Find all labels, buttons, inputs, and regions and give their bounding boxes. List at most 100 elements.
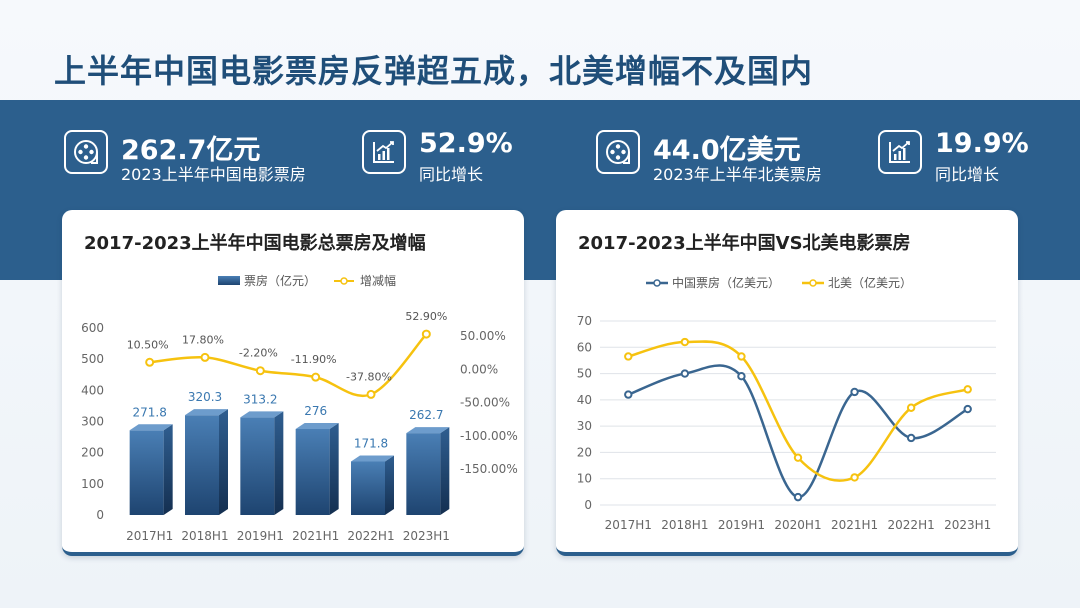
china-line-point bbox=[680, 369, 690, 378]
chart-title: 2017-2023上半年中国电影总票房及增幅 bbox=[84, 233, 426, 254]
growth-data-label: -2.20% bbox=[239, 347, 278, 360]
x-tick-label: 2023H1 bbox=[403, 529, 450, 543]
y-left-tick-label: 0 bbox=[96, 508, 104, 522]
growth-chart-icon bbox=[362, 130, 406, 174]
y-tick-label: 30 bbox=[577, 419, 592, 433]
bar-data-label: 320.3 bbox=[188, 390, 222, 404]
legend-item-china: 中国票房（亿美元） bbox=[672, 275, 780, 290]
x-tick-label: 2019H1 bbox=[237, 529, 284, 543]
kpi-label: 2023上半年中国电影票房 bbox=[121, 165, 306, 184]
chart-card-china: 2017-2023上半年中国电影总票房及增幅 票房（亿元） 增减幅 0 100 200 3… bbox=[62, 210, 524, 556]
kpi-value: 19.9% bbox=[935, 128, 1029, 159]
bar-side bbox=[440, 427, 450, 515]
bar bbox=[406, 433, 441, 515]
y-tick-label: 20 bbox=[577, 445, 592, 459]
bar-data-label: 276 bbox=[304, 404, 327, 418]
kpi-value: 52.9% bbox=[419, 128, 513, 159]
y-left-tick-label: 300 bbox=[81, 415, 104, 429]
y-tick-label: 60 bbox=[577, 340, 592, 354]
growth-point bbox=[255, 366, 265, 376]
y-tick-label: 70 bbox=[577, 314, 592, 328]
growth-point bbox=[421, 329, 431, 339]
legend-item-growth: 增减幅 bbox=[360, 273, 396, 288]
kpi-value: 262.7亿元 bbox=[121, 135, 261, 166]
kpi-value: 44.0亿美元 bbox=[653, 135, 801, 166]
page-title: 上半年中国电影票房反弹超五成，北美增幅不及国内 bbox=[54, 52, 814, 90]
china-line-point bbox=[850, 387, 859, 397]
x-tick-label: 2017H1 bbox=[126, 529, 173, 543]
bar bbox=[185, 415, 219, 515]
growth-point bbox=[200, 352, 210, 362]
growth-data-label: 10.50% bbox=[127, 338, 169, 351]
legend-marker-china bbox=[653, 279, 661, 287]
y-right-tick-label: 0.00% bbox=[460, 362, 498, 376]
y-left-tick-label: 400 bbox=[81, 383, 104, 397]
y-right-tick-label: -100.00% bbox=[460, 429, 518, 443]
y-tick-label: 0 bbox=[584, 498, 592, 512]
bar-side bbox=[329, 422, 339, 515]
na-line-point bbox=[963, 385, 972, 394]
y-right-tick-label: -50.00% bbox=[460, 396, 510, 410]
bar-side bbox=[385, 455, 394, 515]
x-tick-label: 2023H1 bbox=[944, 518, 991, 532]
bar-data-label: 313.2 bbox=[243, 392, 277, 406]
legend-marker-na bbox=[809, 279, 817, 287]
x-tick-label: 2018H1 bbox=[661, 518, 708, 532]
chart-card-compare: 2017-2023上半年中国VS北美电影票房 中国票房（亿美元） 北美（亿美元） 0… bbox=[556, 210, 1018, 556]
x-tick-label: 2022H1 bbox=[888, 518, 935, 532]
film-reel-icon bbox=[64, 130, 108, 174]
growth-data-label: -11.90% bbox=[291, 353, 337, 366]
y-left-tick-label: 200 bbox=[81, 446, 104, 460]
china-line-point bbox=[737, 372, 746, 381]
x-tick-label: 2021H1 bbox=[292, 529, 339, 543]
legend-bar-swatch bbox=[218, 276, 240, 285]
bar-top bbox=[240, 411, 284, 418]
kpi-label: 2023年上半年北美票房 bbox=[653, 165, 822, 184]
y-right-tick-label: 50.00% bbox=[460, 329, 506, 343]
x-tick-label: 2019H1 bbox=[718, 518, 765, 532]
kpi-label: 同比增长 bbox=[935, 165, 1000, 184]
growth-chart-icon bbox=[878, 130, 922, 174]
x-tick-label: 2020H1 bbox=[774, 518, 821, 532]
china-line-point bbox=[793, 492, 803, 502]
bar-top bbox=[351, 455, 394, 462]
bar bbox=[240, 417, 275, 515]
bar-top bbox=[295, 422, 339, 429]
chart-title: 2017-2023上半年中国VS北美电影票房 bbox=[578, 233, 911, 254]
legend-line-marker bbox=[340, 277, 348, 285]
bar bbox=[351, 461, 385, 515]
bar bbox=[295, 428, 330, 515]
y-right-tick-label: -150.00% bbox=[460, 462, 518, 476]
x-tick-label: 2018H1 bbox=[181, 529, 228, 543]
film-reel-icon bbox=[596, 130, 640, 174]
bar-data-label: 171.8 bbox=[354, 436, 388, 450]
y-tick-label: 40 bbox=[577, 393, 592, 407]
x-tick-label: 2017H1 bbox=[605, 518, 652, 532]
y-left-tick-label: 600 bbox=[81, 321, 104, 335]
china-line-point bbox=[624, 390, 633, 399]
y-tick-label: 10 bbox=[577, 472, 592, 486]
bar-data-label: 262.7 bbox=[409, 408, 443, 422]
x-tick-label: 2022H1 bbox=[347, 529, 394, 543]
y-tick-label: 50 bbox=[577, 367, 592, 381]
na-line-point bbox=[737, 352, 746, 361]
y-left-tick-label: 500 bbox=[81, 352, 104, 366]
china-vs-na-line-chart: 中国票房（亿美元） 北美（亿美元） 0 10 20 30 40 50 60 70 2017H1 201… bbox=[577, 275, 996, 532]
bar-side bbox=[219, 409, 228, 515]
bar-data-label: 271.8 bbox=[132, 405, 166, 419]
bar-top bbox=[129, 424, 173, 431]
bar-top bbox=[185, 409, 228, 416]
growth-point bbox=[145, 357, 155, 367]
kpi-label: 同比增长 bbox=[419, 165, 484, 184]
china-line-point bbox=[963, 404, 972, 414]
growth-point bbox=[366, 389, 376, 399]
y-left-tick-label: 100 bbox=[81, 477, 104, 491]
growth-data-label: 52.90% bbox=[405, 310, 447, 323]
bar bbox=[129, 430, 164, 515]
na-line-point bbox=[793, 453, 803, 462]
na-line-point bbox=[624, 352, 633, 361]
legend-item-box-office: 票房（亿元） bbox=[244, 273, 316, 288]
x-tick-label: 2021H1 bbox=[831, 518, 878, 532]
china-line bbox=[627, 364, 969, 499]
